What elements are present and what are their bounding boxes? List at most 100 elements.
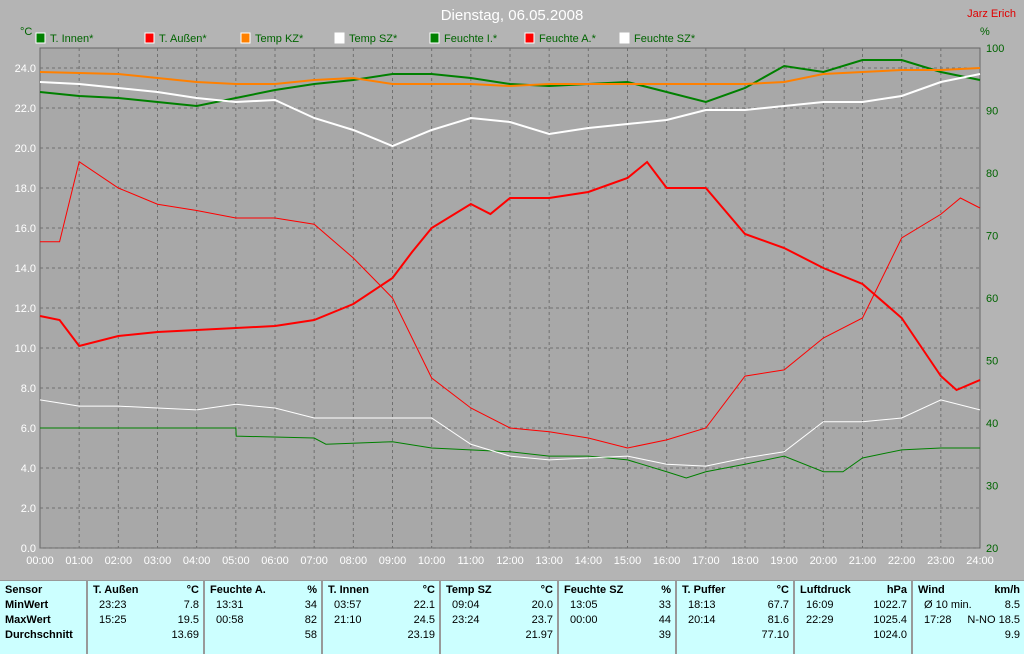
y-left-tick-label: 8.0 (21, 383, 36, 395)
cell-value: 34 (304, 599, 317, 611)
cell-value: 1024.0 (873, 629, 907, 641)
legend-label: Temp KZ* (255, 33, 304, 45)
y-left-tick-label: 0.0 (21, 543, 36, 555)
x-tick-label: 16:00 (653, 555, 681, 567)
stats-column: T. Puffer °C 18:13 67.7 20:14 81.6 77.10 (677, 581, 795, 654)
x-tick-label: 02:00 (105, 555, 133, 567)
cell-value: 8.5 (1004, 599, 1020, 611)
y-left-label: °C (20, 26, 32, 38)
cell-time: MinWert (5, 599, 49, 611)
cell-value: 82 (304, 614, 317, 626)
x-tick-label: 00:00 (26, 555, 54, 567)
legend-label: T. Außen* (159, 33, 207, 45)
cell-value: 9.9 (1004, 629, 1020, 641)
x-tick-label: 04:00 (183, 555, 211, 567)
chart-title: Dienstag, 06.05.2008 (441, 7, 584, 24)
x-tick-label: 08:00 (340, 555, 368, 567)
y-left-tick-label: 10.0 (15, 343, 36, 355)
column-unit: % (661, 584, 671, 596)
column-unit: km/h (994, 584, 1020, 596)
cell-value: 39 (658, 629, 671, 641)
x-tick-label: 03:00 (144, 555, 172, 567)
x-tick-label: 17:00 (692, 555, 720, 567)
legend-swatch (144, 32, 155, 44)
cell-value: 19.5 (177, 614, 199, 626)
legend-swatch (240, 32, 251, 44)
cell-value: 21.97 (525, 629, 553, 641)
y-left-tick-label: 2.0 (21, 503, 36, 515)
x-tick-label: 11:00 (457, 555, 484, 567)
legend-swatch (524, 32, 535, 44)
legend-label: Feuchte SZ* (634, 33, 696, 45)
cell-time: 21:10 (334, 614, 362, 626)
cell-time: Durchschnitt (5, 629, 73, 641)
cell-time: 13:05 (570, 599, 598, 611)
stats-column: Wind km/h Ø 10 min. 8.5 17:28 N-NO 18.5 9.9 (913, 581, 1024, 654)
cell-time (564, 628, 570, 643)
x-tick-label: 07:00 (300, 555, 328, 567)
stats-column: Sensor MinWert MaxWert Durchschnitt (0, 581, 88, 654)
y-left-tick-label: 16.0 (15, 223, 36, 235)
cell-time: 20:14 (688, 614, 716, 626)
y-left-tick-label: 12.0 (15, 303, 36, 315)
y-right-tick-label: 20 (986, 543, 998, 555)
column-unit: °C (776, 584, 789, 596)
cell-value: 1025.4 (873, 614, 907, 626)
stats-table: Sensor MinWert MaxWert Durchschnitt T. Außen… (0, 580, 1024, 654)
y-right-tick-label: 90 (986, 106, 998, 118)
x-tick-label: 05:00 (222, 555, 250, 567)
stats-column: Feuchte SZ% 13:05 33 00:00 44 39 (559, 581, 677, 654)
cell-time: 16:09 (806, 599, 834, 611)
series-line (39, 67, 981, 88)
column-header: T. Puffer (682, 584, 726, 596)
author-label: Jarz Erich (967, 8, 1016, 20)
x-tick-label: 20:00 (810, 555, 838, 567)
y-left-tick-label: 18.0 (15, 183, 36, 195)
column-unit: % (307, 584, 317, 596)
series-line (39, 73, 981, 148)
cell-value: 81.6 (767, 614, 789, 626)
column-header: Sensor (5, 584, 43, 596)
cell-value: 23.7 (531, 614, 553, 626)
y-left-tick-label: 22.0 (15, 103, 36, 115)
cell-time (93, 628, 99, 643)
cell-time: Ø 10 min. (924, 599, 972, 611)
weather-chart: 00:00 01:00 02:00 03:00 04:00 05:00 06:00 07:00… (15, 7, 1016, 567)
legend-label: Feuchte I.* (444, 33, 498, 45)
x-tick-label: 12:00 (496, 555, 524, 567)
cell-value: 7.8 (183, 599, 199, 611)
column-unit: °C (186, 584, 199, 596)
cell-time (328, 628, 334, 643)
cell-time: 15:25 (99, 614, 127, 626)
stats-column: T. Innen °C 03:57 22.1 21:10 24.5 23.19 (323, 581, 441, 654)
cell-time (800, 628, 806, 643)
cell-time: 03:57 (334, 599, 362, 611)
cell-time: MaxWert (5, 614, 51, 626)
y-right-label: % (980, 26, 990, 38)
y-right-tick-label: 80 (986, 168, 998, 180)
cell-value: 77.10 (761, 629, 789, 641)
series-line (40, 160, 981, 449)
cell-time: 17:28 (924, 614, 952, 626)
y-left-tick-label: 14.0 (15, 263, 36, 275)
y-right-tick-label: 40 (986, 418, 998, 430)
stats-column: Temp SZ °C 09:04 20.0 23:24 23.7 21.97 (441, 581, 559, 654)
column-header: Luftdruck (800, 584, 851, 596)
cell-value: 33 (658, 599, 671, 611)
column-header: T. Außen (93, 584, 139, 596)
cell-time: 00:00 (570, 614, 598, 626)
x-tick-label: 15:00 (614, 555, 642, 567)
column-header: Feuchte SZ (564, 584, 624, 596)
cell-value: 13.69 (171, 629, 199, 641)
series-line (40, 427, 980, 479)
column-header: Feuchte A. (210, 584, 266, 596)
x-tick-label: 23:00 (927, 555, 955, 567)
series-line (39, 399, 981, 467)
cell-time: 23:23 (99, 599, 127, 611)
cell-time: 13:31 (216, 599, 244, 611)
cell-time: 18:13 (688, 599, 716, 611)
x-tick-label: 01:00 (65, 555, 93, 567)
y-left-tick-label: 24.0 (15, 63, 36, 75)
series-line (39, 160, 981, 392)
cell-value: 1022.7 (873, 599, 907, 611)
